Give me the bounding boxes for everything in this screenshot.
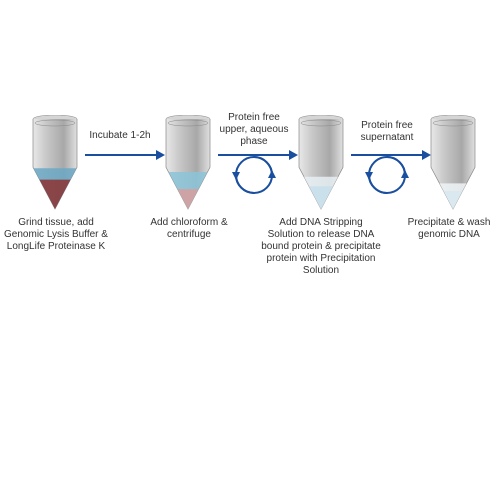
tube [430, 115, 476, 210]
step-label: Grind tissue, add Genomic Lysis Buffer &… [0, 217, 112, 253]
tube [32, 115, 78, 210]
cycle-icon [363, 151, 411, 204]
step-label: Add chloroform & centrifuge [135, 217, 243, 241]
step-label: Precipitate & wash genomic DNA [398, 217, 500, 241]
arrow-label: Protein free supernatant [351, 120, 423, 144]
step-label: Add DNA Stripping Solution to release DN… [260, 217, 382, 277]
arrow-label: Protein free upper, aqueous phase [218, 112, 290, 148]
arrow [85, 148, 166, 167]
cycle-icon [230, 151, 278, 204]
tube [298, 115, 344, 210]
arrow-label: Incubate 1-2h [85, 130, 155, 142]
tube [165, 115, 211, 210]
